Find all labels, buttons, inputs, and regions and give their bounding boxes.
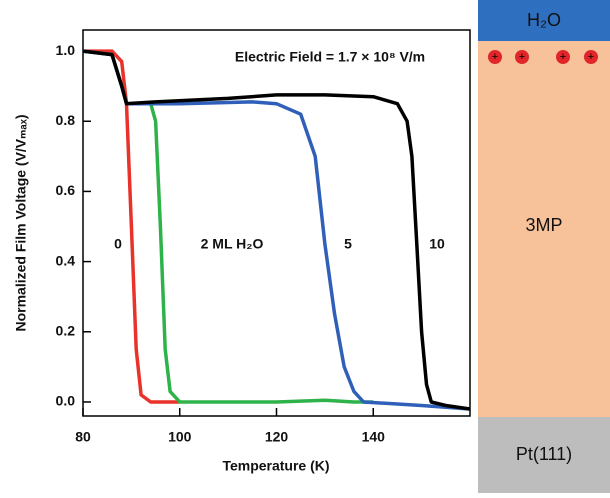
y-axis-label: Normalized Film Voltage (V/Vₘₐₓ) (13, 114, 29, 331)
water-layer (478, 0, 610, 41)
charges: + + + + (488, 50, 598, 64)
pt-layer (478, 417, 610, 493)
x-tick-label: 140 (362, 429, 386, 445)
series-label: 10 (429, 236, 445, 252)
series-label: 2 ML H₂O (201, 236, 264, 252)
x-axis-label: Temperature (K) (222, 458, 329, 474)
y-tick-label: 1.0 (56, 42, 76, 58)
charge-sign: + (492, 51, 498, 63)
plot-frame (82, 29, 471, 417)
y-tick-label: 0.6 (56, 182, 76, 198)
series-line (82, 49, 471, 411)
y-tick-label: 0.2 (56, 322, 76, 338)
series-line (83, 49, 180, 404)
x-tick-label: 80 (75, 429, 91, 445)
charge-sign: + (560, 51, 566, 63)
series-line (82, 49, 471, 411)
charge-dot (488, 50, 502, 64)
series-label: 0 (114, 236, 122, 252)
x-tick-label: 100 (168, 429, 192, 445)
charge-dot (556, 50, 570, 64)
layer-label: H₂O (527, 10, 561, 30)
field-annotation: Electric Field = 1.7 × 10⁸ V/m (235, 49, 425, 65)
y-tick-label: 0.0 (56, 393, 76, 409)
layer-label: 3MP (525, 215, 562, 235)
charge-sign: + (519, 51, 525, 63)
x-tick-label: 120 (265, 429, 289, 445)
layer-label: Pt(111) (516, 444, 572, 464)
charge-dot (515, 50, 529, 64)
charge-dot (584, 50, 598, 64)
charge-sign: + (588, 51, 594, 63)
3mp-layer (478, 41, 610, 417)
series-label: 5 (344, 236, 352, 252)
y-tick-label: 0.4 (56, 252, 76, 268)
y-tick-label: 0.8 (56, 112, 76, 128)
